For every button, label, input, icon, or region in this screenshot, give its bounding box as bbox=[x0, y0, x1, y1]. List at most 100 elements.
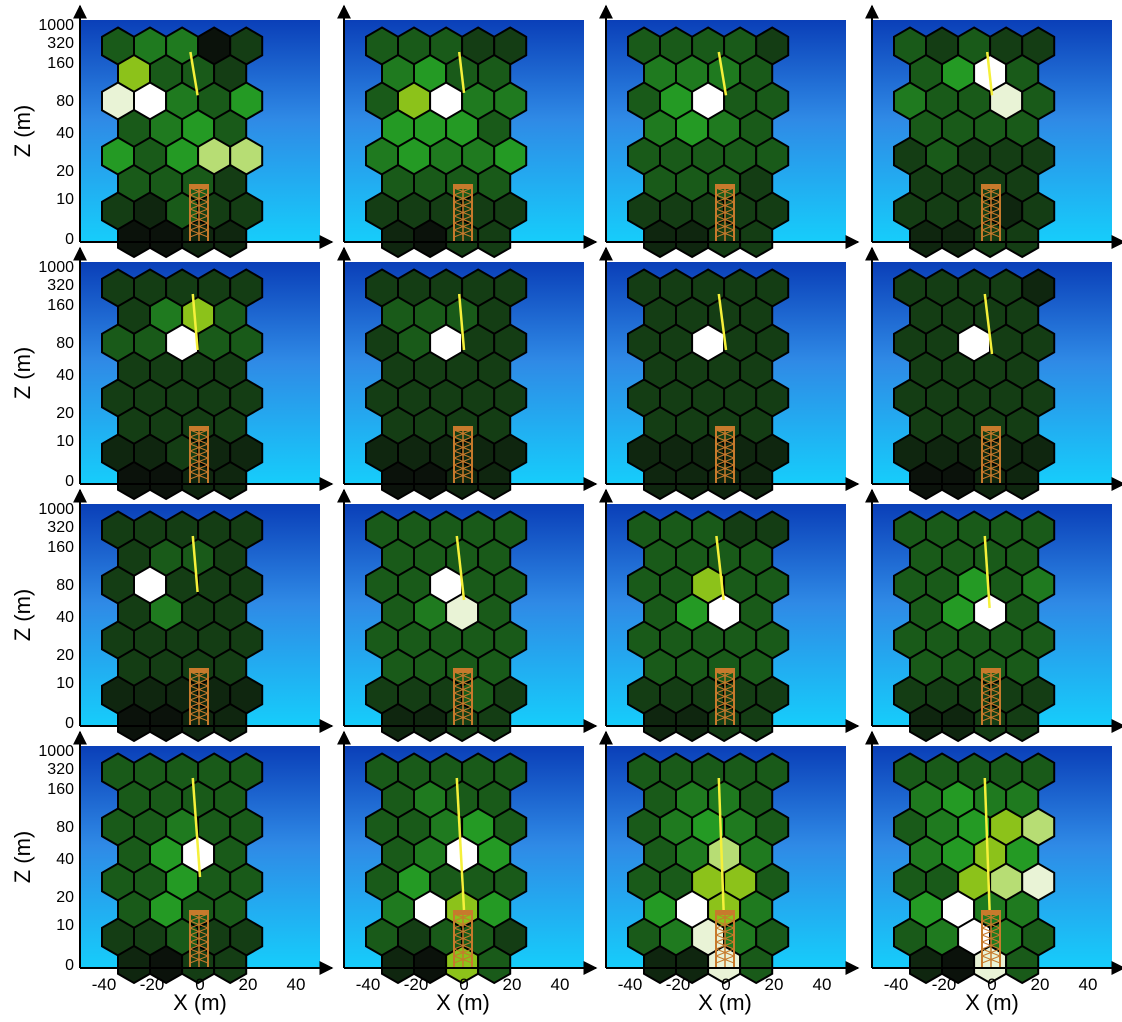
y-axis-label-row-1: Z (m) bbox=[10, 105, 35, 158]
hexagon-cell bbox=[739, 944, 774, 985]
panel-axes-11 bbox=[599, 488, 860, 733]
hexagon-cell bbox=[707, 218, 742, 259]
tower-icon bbox=[189, 184, 209, 243]
panel-14 bbox=[344, 746, 584, 985]
y-tick-label: 40 bbox=[56, 125, 74, 142]
hexagon-cell bbox=[477, 460, 512, 501]
x-axis-label-col-2: X (m) bbox=[436, 990, 490, 1015]
x-tick-label: 20 bbox=[1031, 975, 1050, 994]
shower-track-line bbox=[717, 293, 728, 351]
x-tick-label: -40 bbox=[92, 975, 117, 994]
tower-icon bbox=[189, 910, 209, 969]
panel-4 bbox=[872, 20, 1112, 259]
hexagon-cell bbox=[675, 460, 710, 501]
panel-11 bbox=[606, 504, 846, 743]
y-tick-label: 160 bbox=[47, 539, 74, 556]
y-axis-label-row-4: Z (m) bbox=[10, 831, 35, 884]
x-tick-label: 0 bbox=[721, 975, 730, 994]
tower-icon bbox=[715, 668, 735, 727]
hexagon-cell bbox=[739, 702, 774, 743]
hexagon-cell bbox=[213, 460, 248, 501]
shower-track-line bbox=[191, 777, 202, 878]
x-tick-label: 40 bbox=[551, 975, 570, 994]
x-tick-label: 40 bbox=[1079, 975, 1098, 994]
panel-axes-6 bbox=[337, 246, 598, 491]
y-tick-label: 20 bbox=[56, 163, 74, 180]
panel-6 bbox=[344, 262, 584, 501]
hexagon-cell bbox=[909, 702, 943, 743]
tower-icon bbox=[715, 184, 735, 243]
hexagon-cell bbox=[381, 218, 415, 259]
y-tick-label: 20 bbox=[56, 405, 74, 422]
y-axis-label-row-2: Z (m) bbox=[10, 347, 35, 400]
y-tick-label: 320 bbox=[47, 35, 74, 52]
x-tick-label: 40 bbox=[813, 975, 832, 994]
y-tick-label: 0 bbox=[65, 231, 74, 248]
panel-2 bbox=[344, 20, 584, 259]
x-tick-label: 40 bbox=[287, 975, 306, 994]
shower-track-line bbox=[191, 293, 199, 351]
x-tick-label: -40 bbox=[884, 975, 909, 994]
x-tick-label: 0 bbox=[987, 975, 996, 994]
panel-15 bbox=[606, 746, 846, 985]
panel-axes-7 bbox=[599, 246, 860, 491]
hexagon-cell bbox=[643, 702, 677, 743]
x-axis-label-col-4: X (m) bbox=[965, 990, 1019, 1015]
hexagon-cell bbox=[1005, 702, 1040, 743]
panel-axes-2 bbox=[337, 4, 598, 249]
hexagon-cell bbox=[413, 460, 448, 501]
hexagon-cell bbox=[643, 218, 677, 259]
panel-axes-10 bbox=[337, 488, 598, 733]
y-axis-label-row-3: Z (m) bbox=[10, 589, 35, 642]
y-tick-label: 20 bbox=[56, 889, 74, 906]
panel-16 bbox=[872, 746, 1112, 985]
shower-track-line bbox=[983, 293, 994, 355]
panel-8 bbox=[872, 262, 1112, 501]
axes-layer: 1000320160804020100100032016080402010010… bbox=[38, 4, 1122, 994]
x-axis-label-col-1: X (m) bbox=[173, 990, 227, 1015]
hexagon-cell bbox=[117, 460, 151, 501]
hexagon-cell bbox=[675, 702, 710, 743]
hexagon-cell bbox=[909, 218, 943, 259]
y-tick-label: 320 bbox=[47, 519, 74, 536]
shower-track-line bbox=[715, 535, 725, 601]
y-tick-label: 0 bbox=[65, 473, 74, 490]
x-tick-label: 20 bbox=[765, 975, 784, 994]
panel-axes-8 bbox=[865, 246, 1122, 491]
y-tick-label: 1000 bbox=[38, 501, 74, 518]
hexagon-cell bbox=[445, 702, 480, 743]
y-tick-label: 160 bbox=[47, 55, 74, 72]
hexagon-cell bbox=[117, 702, 151, 743]
x-tick-label: -20 bbox=[404, 975, 429, 994]
shower-track-line bbox=[457, 51, 466, 94]
tower-icon bbox=[189, 668, 209, 727]
x-tick-label: 0 bbox=[195, 975, 204, 994]
y-tick-label: 40 bbox=[56, 609, 74, 626]
tower-icon bbox=[981, 910, 1001, 969]
panel-13 bbox=[80, 746, 320, 985]
hexagon-cell bbox=[477, 944, 512, 985]
y-tick-label: 10 bbox=[56, 433, 74, 450]
hexagon-cell bbox=[381, 702, 415, 743]
y-tick-label: 10 bbox=[56, 191, 74, 208]
tower-icon bbox=[453, 426, 473, 485]
y-tick-label: 320 bbox=[47, 277, 74, 294]
panel-3 bbox=[606, 20, 846, 259]
hexagon-cell bbox=[1005, 944, 1040, 985]
hexagon-cell bbox=[213, 944, 248, 985]
hexagon-cell bbox=[941, 460, 976, 501]
y-tick-label: 0 bbox=[65, 957, 74, 974]
y-tick-label: 160 bbox=[47, 781, 74, 798]
shower-track-line bbox=[455, 535, 466, 601]
hexagon-cell bbox=[675, 218, 710, 259]
shower-track-line bbox=[455, 777, 466, 911]
hexagon-cell bbox=[181, 702, 216, 743]
hexagon-cell bbox=[973, 702, 1008, 743]
y-tick-label: 40 bbox=[56, 367, 74, 384]
y-tick-label: 10 bbox=[56, 917, 74, 934]
hexagon-cell bbox=[213, 218, 248, 259]
shower-track-line bbox=[983, 535, 991, 609]
